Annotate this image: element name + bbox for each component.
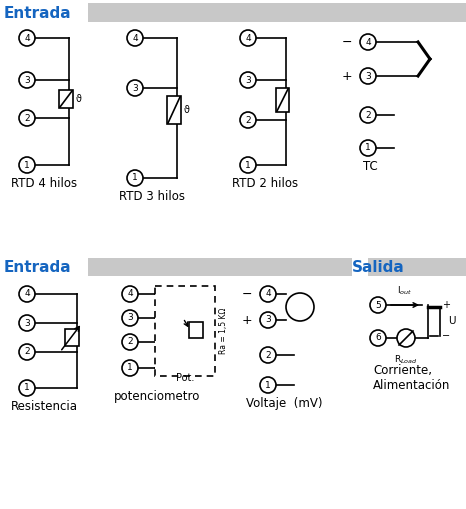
Bar — [189, 322, 203, 338]
Circle shape — [19, 157, 35, 173]
Text: 3: 3 — [365, 71, 371, 80]
Text: 4: 4 — [24, 34, 30, 42]
Text: 1: 1 — [24, 383, 30, 392]
Text: 3: 3 — [24, 75, 30, 84]
Text: 1: 1 — [245, 160, 251, 169]
Circle shape — [260, 286, 276, 302]
Circle shape — [19, 286, 35, 302]
Text: I$_{out}$: I$_{out}$ — [397, 285, 413, 297]
Circle shape — [122, 334, 138, 350]
Text: Resistencia: Resistencia — [11, 400, 78, 413]
Text: 5: 5 — [375, 300, 381, 309]
Text: 1: 1 — [132, 174, 138, 183]
Circle shape — [360, 107, 376, 123]
Text: 4: 4 — [24, 290, 30, 298]
Text: RTD 3 hilos: RTD 3 hilos — [119, 190, 185, 203]
Circle shape — [19, 315, 35, 331]
Circle shape — [260, 347, 276, 363]
Text: Corriente,
Alimentación: Corriente, Alimentación — [373, 364, 450, 392]
Circle shape — [122, 286, 138, 302]
Bar — [88, 258, 352, 276]
Bar — [167, 96, 181, 124]
Text: 4: 4 — [245, 34, 251, 42]
Circle shape — [19, 110, 35, 126]
Circle shape — [122, 310, 138, 326]
Circle shape — [240, 112, 256, 128]
Circle shape — [286, 293, 314, 321]
Circle shape — [370, 297, 386, 313]
Circle shape — [360, 68, 376, 84]
Text: Salida: Salida — [352, 260, 405, 274]
Bar — [276, 88, 289, 112]
Circle shape — [360, 140, 376, 156]
Text: U: U — [448, 317, 455, 326]
Text: ϑ: ϑ — [183, 105, 189, 115]
Circle shape — [127, 170, 143, 186]
Text: RTD 4 hilos: RTD 4 hilos — [11, 177, 77, 190]
Circle shape — [260, 377, 276, 393]
Text: 3: 3 — [245, 75, 251, 84]
Text: 1: 1 — [127, 363, 133, 373]
Circle shape — [19, 344, 35, 360]
Circle shape — [370, 330, 386, 346]
Text: 3: 3 — [24, 319, 30, 327]
Text: Entrada: Entrada — [4, 6, 72, 20]
Text: −: − — [241, 288, 252, 300]
Text: 3: 3 — [127, 314, 133, 323]
Circle shape — [122, 360, 138, 376]
Text: 2: 2 — [365, 110, 371, 120]
Circle shape — [397, 329, 415, 347]
Text: 1: 1 — [265, 381, 271, 389]
Text: +: + — [442, 300, 450, 310]
Text: 4: 4 — [127, 290, 133, 298]
Text: 2: 2 — [265, 351, 271, 359]
Text: +: + — [342, 70, 352, 82]
Circle shape — [127, 80, 143, 96]
Circle shape — [19, 72, 35, 88]
Circle shape — [127, 30, 143, 46]
Text: 6: 6 — [375, 333, 381, 343]
Circle shape — [19, 380, 35, 396]
Text: 3: 3 — [265, 316, 271, 325]
Text: −: − — [442, 331, 450, 341]
Text: 1: 1 — [365, 144, 371, 153]
Circle shape — [240, 30, 256, 46]
Bar — [88, 3, 466, 22]
Text: Pot.: Pot. — [176, 373, 194, 383]
Text: 2: 2 — [245, 116, 251, 125]
Text: potenciometro: potenciometro — [114, 390, 200, 403]
Bar — [65, 329, 79, 346]
Circle shape — [240, 72, 256, 88]
Circle shape — [360, 34, 376, 50]
Text: 4: 4 — [132, 34, 138, 42]
Text: TC: TC — [363, 160, 378, 173]
Text: −: − — [342, 36, 352, 48]
Bar — [368, 258, 466, 276]
Text: 2: 2 — [24, 114, 30, 123]
Text: +: + — [241, 314, 252, 326]
Circle shape — [19, 30, 35, 46]
Text: RTD 2 hilos: RTD 2 hilos — [232, 177, 298, 190]
Text: Entrada: Entrada — [4, 260, 72, 274]
Circle shape — [260, 312, 276, 328]
Text: 2: 2 — [24, 348, 30, 356]
Text: Voltaje  (mV): Voltaje (mV) — [246, 397, 322, 410]
Text: 4: 4 — [265, 290, 271, 298]
Text: Ra = 1,5 KΩ: Ra = 1,5 KΩ — [219, 308, 228, 354]
Circle shape — [240, 157, 256, 173]
Text: 1: 1 — [24, 160, 30, 169]
Text: 4: 4 — [365, 38, 371, 46]
Text: ϑ: ϑ — [75, 94, 81, 104]
Bar — [155, 286, 215, 376]
Text: 2: 2 — [127, 337, 133, 347]
Text: R$_{Load}$: R$_{Load}$ — [394, 353, 418, 365]
Bar — [59, 90, 73, 108]
Text: 3: 3 — [132, 83, 138, 93]
